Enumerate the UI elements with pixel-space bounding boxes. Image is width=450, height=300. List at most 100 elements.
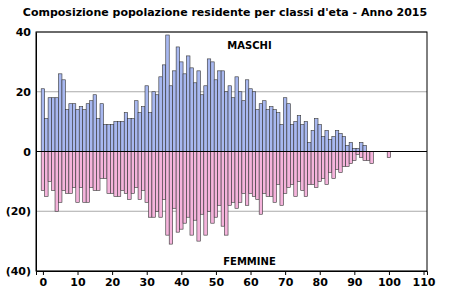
bar: [124, 152, 127, 194]
bar: [342, 152, 345, 167]
bar: [187, 56, 190, 152]
bar: [266, 152, 269, 197]
bar: [110, 125, 113, 152]
bar: [152, 152, 155, 218]
bar: [48, 98, 51, 152]
bar: [214, 152, 217, 218]
bar: [183, 152, 186, 224]
bar: [45, 119, 48, 152]
bar: [65, 152, 68, 194]
bar: [128, 152, 131, 200]
bar: [249, 152, 252, 194]
x-tick-mark: [389, 271, 390, 275]
bar: [245, 80, 248, 152]
bar: [349, 143, 352, 152]
bar: [325, 152, 328, 185]
x-tick: 70: [278, 271, 294, 289]
x-tick-label: 110: [413, 276, 436, 289]
bar: [110, 152, 113, 194]
bar: [328, 152, 331, 173]
bar: [311, 131, 314, 152]
bar: [238, 152, 241, 203]
bar: [152, 92, 155, 152]
bar: [100, 152, 103, 179]
bar: [76, 110, 79, 152]
bar: [242, 152, 245, 194]
bar: [301, 152, 304, 191]
y-tick-label: (40): [6, 265, 31, 278]
bar: [214, 80, 217, 152]
grid-line: [36, 151, 427, 152]
bar: [162, 65, 165, 152]
x-tick-label: 50: [209, 276, 225, 289]
x-tick-mark: [251, 271, 252, 275]
y-tick: 40: [16, 26, 36, 39]
bar: [107, 152, 110, 194]
x-tick-label: 90: [347, 276, 363, 289]
bar: [211, 62, 214, 152]
bar: [228, 86, 231, 152]
bar: [72, 152, 75, 188]
bar: [297, 116, 300, 152]
bar: [138, 152, 141, 200]
bar: [235, 152, 238, 209]
bar: [193, 83, 196, 152]
bar: [204, 152, 207, 236]
bar: [238, 92, 241, 152]
bar: [124, 113, 127, 152]
bar: [114, 122, 117, 152]
bar: [211, 152, 214, 224]
bar: [131, 119, 134, 152]
bar: [103, 125, 106, 152]
x-axis: 0102030405060708090100110: [37, 271, 436, 289]
x-tick: 30: [140, 271, 156, 289]
bar: [197, 71, 200, 152]
x-tick: 90: [347, 271, 363, 289]
bar: [218, 152, 221, 206]
bar: [280, 152, 283, 206]
grid: [36, 32, 427, 271]
bar: [166, 152, 169, 236]
bar: [76, 152, 79, 203]
bar: [370, 152, 373, 164]
bar: [166, 35, 169, 152]
series-label: FEMMINE: [223, 256, 276, 267]
bar: [58, 74, 61, 152]
bar: [131, 152, 134, 194]
bar: [242, 101, 245, 152]
bar: [200, 95, 203, 152]
bar: [318, 125, 321, 152]
bar: [259, 152, 262, 215]
bar: [363, 146, 366, 152]
y-tick-label: (20): [6, 205, 31, 218]
y-tick: 0: [23, 146, 36, 159]
bar: [86, 104, 89, 152]
bar: [287, 104, 290, 152]
x-tick: 20: [105, 271, 121, 289]
bar: [121, 152, 124, 191]
bar: [325, 131, 328, 152]
bar: [176, 47, 179, 152]
bar: [97, 152, 100, 191]
bar: [266, 110, 269, 152]
bar: [235, 77, 238, 152]
bar: [204, 86, 207, 152]
bar: [117, 152, 120, 197]
bar: [349, 152, 352, 164]
bar: [176, 152, 179, 233]
x-tick-label: 60: [243, 276, 259, 289]
bar: [232, 152, 235, 203]
bar: [332, 137, 335, 152]
bar: [148, 152, 151, 218]
x-tick-mark: [43, 271, 44, 275]
y-tick: 20: [16, 86, 36, 99]
bar: [100, 104, 103, 152]
bar: [52, 152, 55, 191]
bar: [232, 98, 235, 152]
bar: [252, 152, 255, 197]
x-tick: 0: [40, 271, 48, 289]
y-axis-line: [36, 33, 37, 272]
title: Composizione popolazione residente per c…: [23, 6, 427, 19]
bar: [48, 152, 51, 182]
bar: [83, 110, 86, 152]
